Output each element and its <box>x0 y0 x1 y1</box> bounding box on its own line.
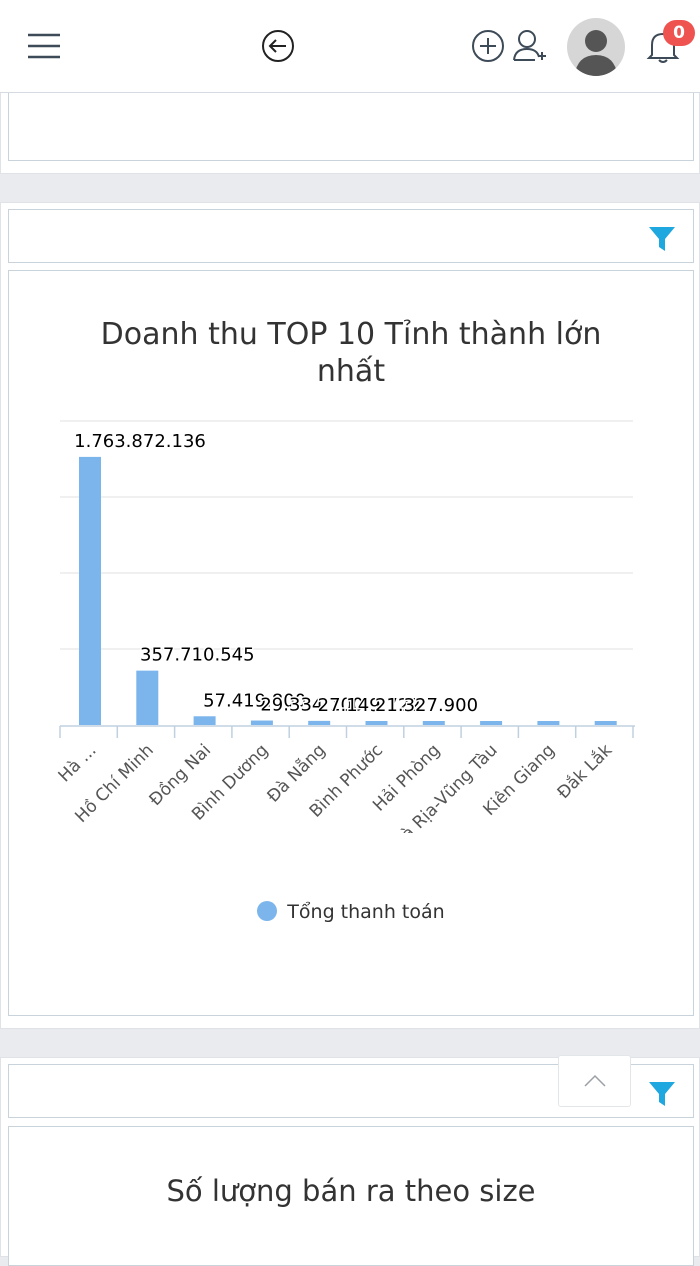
legend-label: Tổng thanh toán <box>287 901 445 923</box>
top-bar: 0 <box>0 0 700 93</box>
bar-data-label: 27.149.722 <box>318 695 421 716</box>
bar <box>79 456 101 725</box>
chart-body-2 <box>8 1126 694 1266</box>
arrow-left-circle-icon[interactable] <box>261 29 295 63</box>
legend-marker <box>257 901 278 921</box>
hamburger-menu-icon[interactable] <box>26 32 62 60</box>
bar <box>594 721 617 725</box>
bar <box>250 720 273 725</box>
bar <box>480 721 503 725</box>
notification-badge: 0 <box>663 20 695 46</box>
bar <box>193 716 216 725</box>
scroll-to-top-button[interactable] <box>558 1055 631 1107</box>
add-user-icon[interactable] <box>511 27 549 65</box>
bar <box>537 721 560 725</box>
bar <box>422 721 445 725</box>
chart-title-line-1: Doanh thu TOP 10 Tỉnh thành lớn <box>100 317 602 352</box>
filter-icon[interactable] <box>648 1081 676 1107</box>
chart-title: Doanh thu TOP 10 Tỉnh thành lớn nhất <box>8 316 694 390</box>
bar-data-label: 57.419.800 <box>203 690 306 711</box>
bar-data-label: 1.763.872.136 <box>74 431 206 452</box>
bar-data-label: 357.710.545 <box>140 645 255 666</box>
x-tick-label: Đắk Lắk <box>553 740 616 803</box>
revenue-chart-card: Doanh thu TOP 10 Tỉnh thành lớn nhất 1.7… <box>0 202 700 1029</box>
user-avatar[interactable] <box>566 17 626 77</box>
chart-title-line-2: nhất <box>316 354 386 389</box>
chart-legend[interactable]: Tổng thanh toán <box>1 901 700 923</box>
size-chart-title: Số lượng bán ra theo size <box>166 1174 536 1208</box>
bar <box>365 721 388 725</box>
bar-data-label: 29.334.100 <box>260 695 363 716</box>
bar <box>136 670 159 725</box>
size-chart-card: Số lượng bán ra theo size <box>0 1057 700 1266</box>
chart-toolbar <box>8 209 694 263</box>
plus-circle-icon[interactable] <box>471 29 505 63</box>
filter-icon[interactable] <box>648 226 676 252</box>
x-tick-label: Hà ... <box>55 740 101 786</box>
bar-data-label: 21.327.900 <box>375 695 478 716</box>
bar <box>308 720 331 725</box>
chevron-up-icon <box>584 1074 606 1087</box>
chart-body <box>8 270 694 1016</box>
